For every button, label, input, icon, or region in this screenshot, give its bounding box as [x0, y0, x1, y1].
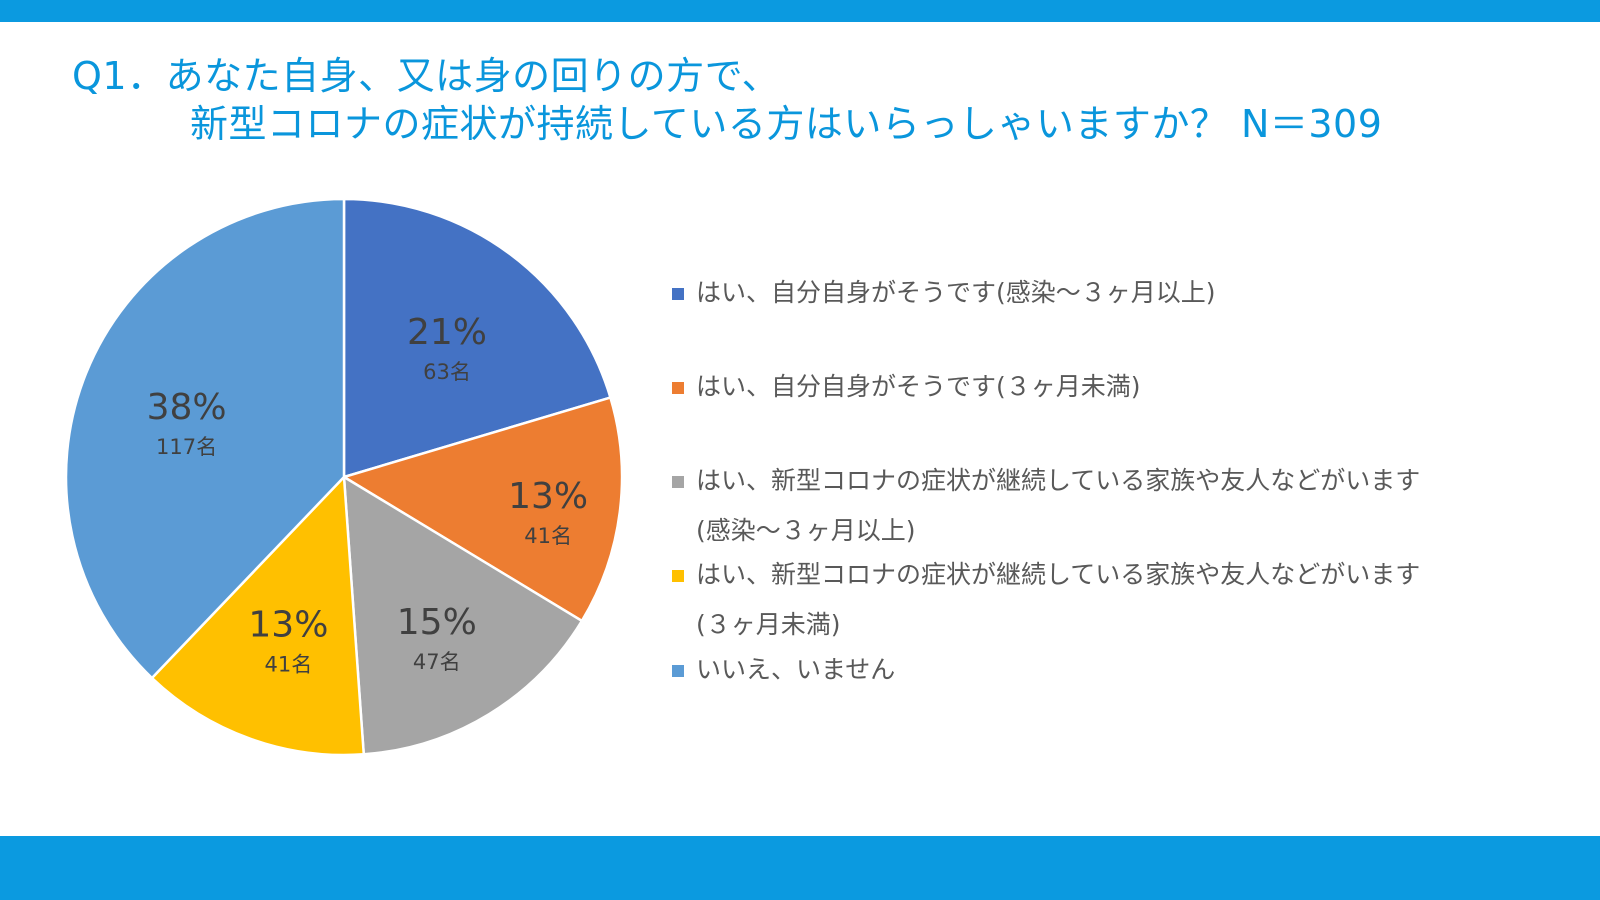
legend-item-1: はい、自分自身がそうです(感染～３ヶ月以上) [672, 268, 1216, 318]
title-line-2: 新型コロナの症状が持続している方はいらっしゃいますか？ N＝309 [190, 102, 1383, 146]
legend-item-2: はい、自分自身がそうです(３ヶ月未満) [672, 362, 1141, 412]
pie-slice-2 [340, 396, 624, 623]
slice-percent-label: 13% [248, 604, 328, 645]
slice-percent-label: 13% [508, 476, 588, 517]
legend-label: いいえ、いません [696, 655, 896, 684]
legend-swatch [672, 288, 684, 300]
slice-percent-label: 38% [147, 387, 227, 428]
title-line-1: Q1．あなた自身、又は身の回りの方で、 [72, 54, 781, 98]
legend-label: はい、新型コロナの症状が継続している家族や友人などがいます (感染～３ヶ月以上) [696, 466, 1421, 545]
legend-swatch [672, 665, 684, 677]
legend-swatch [672, 570, 684, 582]
pie-slice-3 [342, 474, 584, 756]
legend-item-3: はい、新型コロナの症状が継続している家族や友人などがいます (感染～３ヶ月以上) [672, 456, 1420, 556]
slide-title: Q1．あなた自身、又は身の回りの方で、 新型コロナの症状が持続している方はいらっ… [72, 52, 1382, 148]
slice-count-label: 47名 [413, 650, 461, 674]
legend-item-4: はい、新型コロナの症状が継続している家族や友人などがいます (３ヶ月未満) [672, 550, 1420, 650]
legend-item-5: いいえ、いません [672, 645, 895, 695]
pie-slice-4 [150, 474, 366, 757]
legend-label: はい、自分自身がそうです(３ヶ月未満) [696, 372, 1141, 401]
pie-slice-1 [342, 197, 612, 479]
bottom-banner [0, 836, 1600, 900]
slice-count-label: 117名 [156, 435, 217, 459]
slice-percent-label: 21% [407, 312, 487, 353]
legend-swatch [672, 382, 684, 394]
slice-percent-label: 15% [397, 602, 477, 643]
top-banner [0, 0, 1600, 22]
legend-swatch [672, 476, 684, 488]
slice-count-label: 41名 [265, 652, 313, 676]
pie-chart: 21% 63名 13% 41名 15% 47名 13% 41名 38% 117名 [64, 197, 624, 757]
legend-label: はい、新型コロナの症状が継続している家族や友人などがいます (３ヶ月未満) [696, 560, 1421, 639]
slice-count-label: 41名 [524, 524, 572, 548]
slice-count-label: 63名 [423, 360, 471, 384]
legend-label: はい、自分自身がそうです(感染～３ヶ月以上) [696, 278, 1216, 307]
pie-slice-5 [64, 197, 346, 680]
